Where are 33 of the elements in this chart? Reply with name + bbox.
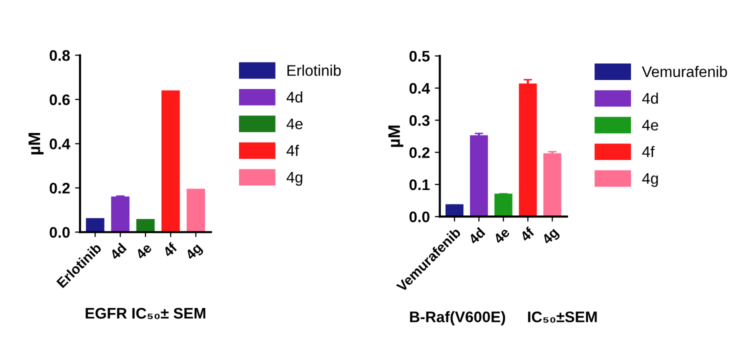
y-tick-label: 0.3	[409, 115, 430, 126]
legend-label: Vemurafenib	[642, 66, 727, 78]
legend-label: 4e	[286, 118, 303, 130]
x-tick-label: 4g	[184, 242, 204, 262]
legend-label: 4f	[642, 146, 655, 158]
x-tick-label: 4g	[541, 227, 561, 247]
y-tick-label: 0.6	[50, 94, 70, 106]
y-tick-label: 0.0	[50, 226, 70, 238]
x-tick-label: 4e	[135, 242, 152, 260]
x-axis-title: B-Raf(V600E) IC₅₀±SEM	[410, 311, 597, 326]
y-axis-title: µM	[28, 133, 44, 154]
legend-label: 4f	[286, 144, 299, 156]
y-tick-label: 0.2	[50, 182, 70, 194]
y-tick-label: 0.4	[409, 82, 430, 94]
legend-label: 4g	[642, 173, 658, 187]
legend-label: 4d	[642, 92, 658, 104]
y-tick-label: 0.5	[409, 50, 430, 62]
y-tick-label: 0.2	[409, 147, 430, 158]
legend-label: 4d	[286, 91, 302, 103]
x-tick-label: 4d	[109, 242, 127, 260]
x-tick-label: 4e	[492, 227, 510, 244]
x-axis-title: EGFR IC₅₀± SEM	[86, 308, 206, 320]
legend-label: 4g	[286, 172, 302, 186]
y-tick-label: 0.8	[50, 50, 70, 61]
x-tick-label: 4f	[162, 242, 178, 258]
legend-label: Erlotinib	[287, 64, 341, 76]
x-tick-label: 4d	[468, 226, 486, 245]
legend-label: 4e	[642, 120, 658, 130]
y-tick-label: 0.4	[50, 138, 70, 150]
x-tick-label: 4f	[519, 226, 535, 242]
y-tick-label: 0.1	[409, 179, 430, 190]
y-tick-label: 0.0	[409, 211, 430, 222]
y-axis-title: µM	[388, 126, 404, 147]
